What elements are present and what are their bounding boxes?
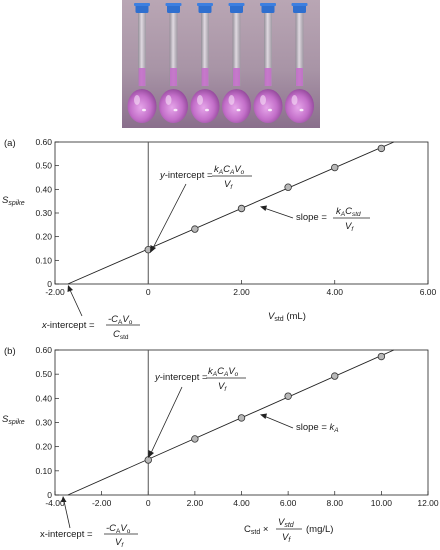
x-tick-label: 0 [146,498,151,508]
y-tick-label: 0.30 [35,208,52,218]
svg-text:-CAVo: -CAVo [106,523,131,535]
x-tick-label: -2.00 [45,287,65,297]
x-tick-label: 0 [146,287,151,297]
svg-text:Vstd: Vstd [278,517,295,529]
x-intercept-arrow-b [63,500,71,529]
svg-text:Vf: Vf [115,537,124,549]
flask-6 [285,3,314,123]
y-tick-label: 0.60 [35,345,52,355]
panel-label-a: (a) [4,138,16,149]
x-intercept-arrow-a [69,289,83,317]
chart-a: (a) 00.100.200.300.400.500.60 -2.00 0 2.00… [2,137,437,331]
flask-1 [127,3,157,123]
y-intercept-annotation-a: y-intercept = kACAVo Vf [150,164,252,253]
y-tick-label: 0.20 [35,442,52,452]
y-tick-label: 0.50 [35,161,52,171]
svg-text:x-intercept =: x-intercept = [41,320,95,331]
flask-3 [190,3,220,123]
x-tick-label: 6.00 [280,498,297,508]
x-tick-label: 4.00 [326,287,343,297]
y-axis-label-b: Sspike [2,414,25,426]
data-point [191,435,199,443]
svg-text:Cstd: Cstd [113,329,129,341]
svg-text:Vf: Vf [218,381,227,393]
flask-4 [222,3,251,123]
x-tick-label: 12.00 [417,498,439,508]
x-intercept-annotation-b: x-intercept = -CAVo Vf [40,496,138,549]
x-tick-label: 4.00 [233,498,250,508]
chart-b: (b) 0 0.10 0.20 0.30 0.40 0.50 0.60 -4.00 -2.00… [2,345,439,549]
data-point [237,204,246,213]
data-point [331,372,339,380]
data-point [377,144,386,153]
fit-line-b [67,349,395,496]
x-tick-label: -2.00 [92,498,112,508]
svg-text:kACAVo: kACAVo [208,366,239,378]
data-point [284,183,292,191]
fit-line-a [67,141,395,285]
y-tick-labels-a: 0 0.10 0.20 0.30 0.40 0.50 0.60 [35,137,59,289]
y-tick-label: 0.60 [35,137,52,147]
svg-text:Cstd ×: Cstd × [244,524,268,536]
y-tick-label: 0 [47,279,52,289]
y-tick-label: 0.10 [35,255,52,265]
y-tick-label: 0.30 [35,418,52,428]
y-tick-labels-b: 0 0.10 0.20 0.30 0.40 0.50 0.60 [35,345,59,500]
svg-text:y-intercept =: y-intercept = [154,372,208,383]
svg-text:(mg/L): (mg/L) [306,524,333,535]
y-tick-label: 0.40 [35,393,52,403]
y-intercept-arrow-b [150,386,183,454]
y-intercept-annotation-b: y-intercept = kACAVo Vf [148,366,246,458]
y-tick-label: 0.20 [35,232,52,242]
data-point [191,225,199,233]
y-tick-label: 0.10 [35,466,52,476]
x-tick-label: 6.00 [420,287,437,297]
svg-text:Vf: Vf [224,179,233,191]
x-axis-label-b: Cstd × Vstd Vf (mg/L) [244,517,333,544]
y-tick-label: 0.40 [35,184,52,194]
data-point [284,392,292,400]
x-intercept-annotation-a: x-intercept = -CAVo [41,285,140,331]
svg-text:Vf: Vf [282,532,291,544]
chart-a-extra: Cstd [113,329,129,341]
x-tick-label: 2.00 [233,287,250,297]
svg-text:y-intercept =: y-intercept = [159,170,213,181]
svg-text:x-intercept =: x-intercept = [40,529,93,540]
flask-photo [122,0,320,128]
y-tick-label: 0.50 [35,369,52,379]
slope-annotation-b: slope = kA [260,413,339,434]
svg-text:slope = kA: slope = kA [296,422,339,434]
data-point [237,414,246,422]
svg-text:-CAVo: -CAVo [108,314,133,326]
x-tick-label: 10.00 [371,498,393,508]
slope-arrow-b [263,415,294,429]
svg-text:slope =: slope = [296,212,327,223]
data-points-b [144,352,386,464]
plot-frame-b [54,349,429,496]
x-tick-label: 8.00 [326,498,343,508]
x-tick-label: 2.00 [187,498,204,508]
data-points-a [144,144,386,254]
flask-2 [159,3,188,123]
x-tick-labels-b: -4.00 -2.00 0 2.00 4.00 6.00 8.00 10.00 12.00 [45,491,439,508]
flask-5 [253,3,283,123]
x-tick-label: -4.00 [45,498,65,508]
panel-label-b: (b) [4,346,16,357]
data-point [377,352,386,361]
y-tick-label: 0 [47,490,52,500]
slope-arrow-a [263,207,294,219]
x-axis-label-a: Vstd (mL) [268,311,306,323]
y-intercept-arrow-a [152,183,187,249]
svg-text:Vf: Vf [345,221,354,233]
data-point [331,163,339,172]
